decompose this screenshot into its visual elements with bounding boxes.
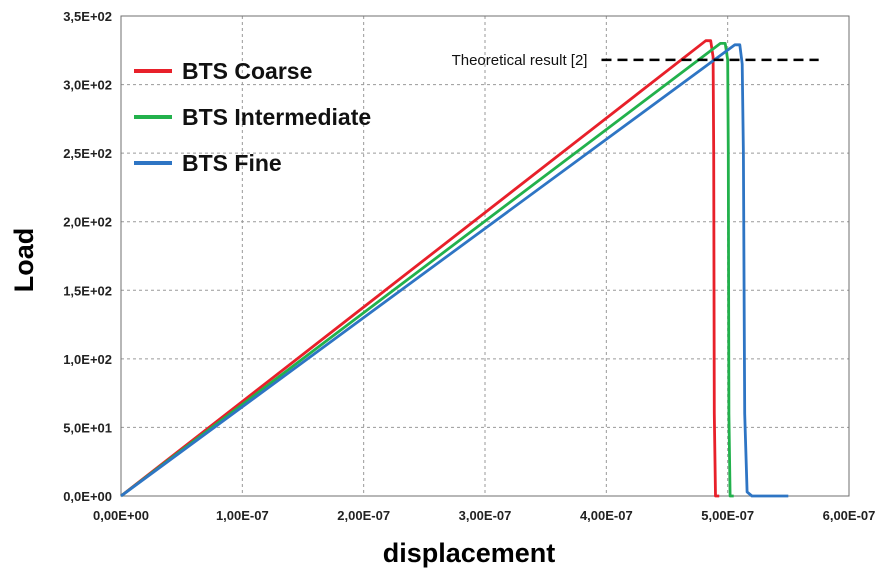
series-line-1	[120, 39, 720, 498]
x-tick-label: 1,00E-07	[216, 508, 269, 523]
legend-label: BTS Coarse	[182, 58, 312, 84]
legend-label: BTS Fine	[182, 150, 282, 176]
legend: BTS Coarse BTS Intermediate BTS Fine	[134, 58, 371, 176]
y-tick-label: 1,5E+02	[63, 283, 112, 298]
x-tick-labels: 0,00E+00 1,00E-07 2,00E-07 3,00E-07 4,00E-07…	[93, 508, 875, 523]
plot-area-frame	[120, 15, 850, 497]
y-tick-label: 5,0E+01	[63, 420, 112, 435]
y-tick-labels: 0,0E+00 5,0E+01 1,0E+02 1,5E+02 2,0E+02 2,5E+…	[63, 9, 112, 504]
x-axis-title: displacement	[383, 538, 556, 568]
y-axis-title: Load	[9, 228, 39, 293]
reference-line-group: Theoretical result [2]	[452, 52, 819, 69]
y-tick-label: 1,0E+02	[63, 352, 112, 367]
y-tick-label: 3,5E+02	[63, 9, 112, 24]
x-tick-label: 4,00E-07	[580, 508, 633, 523]
series-line-3	[120, 43, 789, 498]
x-tick-label: 0,00E+00	[93, 508, 149, 523]
legend-label: BTS Intermediate	[182, 104, 371, 130]
x-tick-label: 2,00E-07	[337, 508, 390, 523]
x-tick-label: 3,00E-07	[459, 508, 512, 523]
y-tick-label: 0,0E+00	[63, 489, 112, 504]
series-lines	[120, 39, 789, 498]
series-line-2	[120, 42, 734, 498]
theoretical-reference-label: Theoretical result [2]	[452, 52, 588, 69]
y-tick-label: 2,0E+02	[63, 215, 112, 230]
y-tick-label: 3,0E+02	[63, 78, 112, 93]
x-tick-label: 6,00E-07	[823, 508, 876, 523]
y-tick-label: 2,5E+02	[63, 146, 112, 161]
grid-lines	[121, 15, 850, 496]
x-tick-label: 5,00E-07	[701, 508, 754, 523]
